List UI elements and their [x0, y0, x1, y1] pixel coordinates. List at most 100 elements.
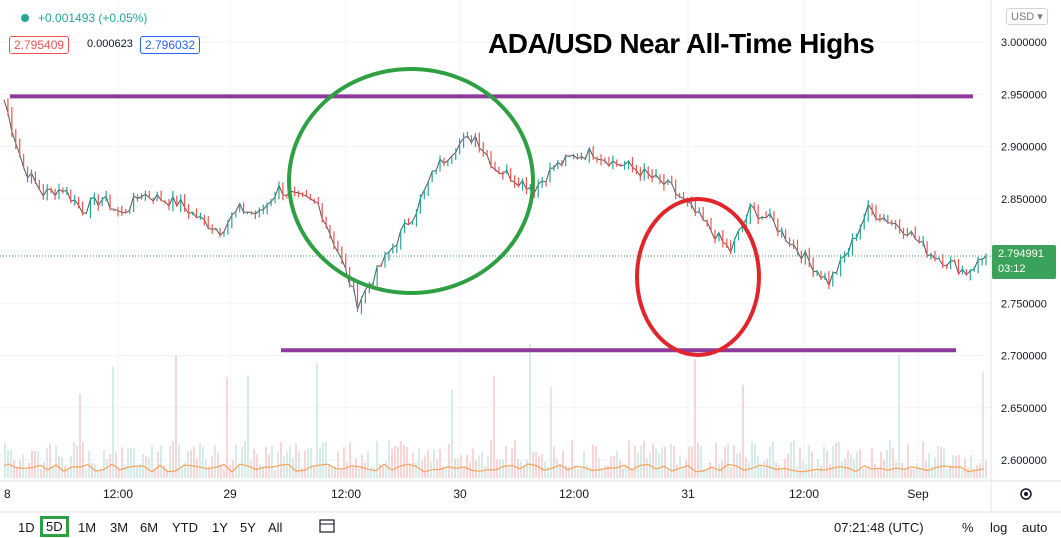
volume-bar	[931, 466, 933, 478]
range-button-3m[interactable]: 3M	[110, 520, 129, 535]
volume-bar	[715, 442, 717, 478]
volume-bar	[505, 445, 507, 478]
volume-bar	[220, 464, 222, 478]
x-tick-label: 8	[4, 487, 11, 501]
volume-bar	[4, 442, 6, 478]
volume-bar	[652, 443, 654, 478]
volume-bar	[337, 451, 339, 478]
volume-bar	[316, 362, 318, 478]
volume-bar	[982, 372, 984, 478]
range-button-all[interactable]: All	[268, 520, 283, 535]
volume-bar	[682, 468, 684, 478]
volume-bar	[877, 468, 879, 478]
volume-bar	[28, 462, 30, 478]
volume-bar	[673, 446, 675, 478]
volume-bar	[829, 464, 831, 478]
volume-bar	[409, 463, 411, 478]
volume-bar	[184, 462, 186, 478]
volume-bar	[148, 457, 150, 478]
volume-bar	[523, 466, 525, 478]
volume-bar	[925, 460, 927, 478]
percent-toggle[interactable]: %	[962, 520, 974, 535]
clock-time: 07:21:48 (UTC)	[834, 520, 924, 535]
volume-bar	[232, 460, 234, 478]
volume-bar	[478, 455, 480, 478]
volume-bar	[910, 468, 912, 478]
volume-bar	[124, 464, 126, 478]
volume-bar	[568, 466, 570, 478]
volume-bar	[118, 469, 120, 478]
volume-bar	[418, 448, 420, 478]
volume-bar	[754, 443, 756, 478]
volume-bar	[448, 444, 450, 478]
volume-bar	[622, 469, 624, 478]
volume-bar	[589, 466, 591, 478]
volume-bar	[100, 469, 102, 478]
volume-bar	[433, 449, 435, 478]
volume-bar	[718, 463, 720, 478]
volume-bar	[904, 468, 906, 478]
volume-bar	[961, 469, 963, 478]
volume-bar	[820, 465, 822, 478]
volume-bar	[382, 465, 384, 478]
volume-bar	[403, 444, 405, 478]
volume-bar	[304, 450, 306, 478]
volume-bar	[598, 458, 600, 478]
volume-bar	[919, 468, 921, 478]
range-button-ytd[interactable]: YTD	[172, 520, 198, 535]
volume-bar	[187, 451, 189, 478]
compare-calendar-icon[interactable]	[319, 519, 335, 533]
volume-bar	[322, 442, 324, 478]
volume-bar	[565, 465, 567, 478]
volume-bar	[808, 445, 810, 478]
ask-price[interactable]: 2.796032	[140, 36, 201, 54]
range-button-1y[interactable]: 1Y	[212, 520, 228, 535]
volume-bar	[169, 445, 171, 478]
volume-bar	[88, 450, 90, 478]
range-button-5d[interactable]: 5D	[40, 516, 69, 537]
volume-bar	[679, 456, 681, 478]
red-dip-circle	[635, 197, 761, 357]
volume-bar	[898, 354, 900, 478]
volume-bar	[610, 456, 612, 478]
currency-select[interactable]: USD ▾	[1006, 8, 1048, 25]
volume-bar	[229, 465, 231, 478]
volume-bar	[976, 465, 978, 478]
currency-label: USD	[1011, 11, 1035, 23]
volume-bar	[352, 465, 354, 478]
volume-bar	[133, 447, 135, 478]
x-tick-label: 12:00	[103, 487, 133, 501]
volume-bar	[916, 463, 918, 478]
volume-bar	[946, 469, 948, 478]
range-button-1d[interactable]: 1D	[18, 520, 35, 535]
bar-countdown: 03:12	[998, 263, 1026, 275]
log-toggle[interactable]: log	[990, 520, 1008, 535]
volume-bar	[628, 440, 630, 478]
volume-bar	[712, 467, 714, 478]
volume-bar	[496, 459, 498, 478]
last-price-value: 2.794991	[998, 248, 1044, 260]
volume-bar	[709, 462, 711, 478]
volume-bar	[796, 466, 798, 478]
volume-bar	[769, 446, 771, 478]
volume-bar	[193, 446, 195, 478]
volume-bar	[361, 454, 363, 478]
range-button-1m[interactable]: 1M	[78, 520, 97, 535]
range-button-5y[interactable]: 5Y	[240, 520, 256, 535]
settings-gear-icon[interactable]	[1020, 488, 1032, 500]
bid-price[interactable]: 2.795409	[9, 36, 70, 54]
volume-bar	[499, 459, 501, 478]
volume-bar	[619, 459, 621, 478]
volume-bar	[616, 451, 618, 478]
volume-bar	[394, 445, 396, 478]
range-button-6m[interactable]: 6M	[140, 520, 159, 535]
auto-toggle[interactable]: auto	[1022, 520, 1048, 535]
volume-bar	[115, 452, 117, 478]
volume-bar	[313, 466, 315, 478]
volume-bar	[865, 468, 867, 478]
volume-bar	[181, 465, 183, 478]
volume-bar	[739, 452, 741, 478]
volume-bar	[190, 450, 192, 478]
volume-bar	[91, 462, 93, 478]
